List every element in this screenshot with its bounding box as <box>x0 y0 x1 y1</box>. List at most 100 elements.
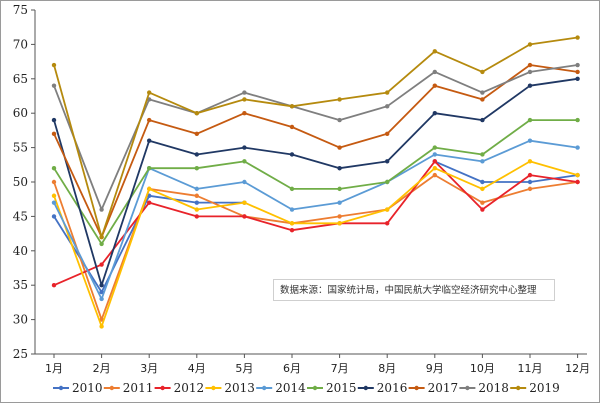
y-tick-label: 70 <box>13 37 28 51</box>
data-point-2019 <box>194 111 199 116</box>
series-2013 <box>51 159 580 329</box>
data-point-2019 <box>575 35 580 40</box>
y-tick-label: 35 <box>13 278 28 292</box>
data-point-2010 <box>51 214 57 219</box>
data-point-2014 <box>337 200 342 205</box>
data-point-2019 <box>99 234 104 240</box>
data-point-2013 <box>147 186 152 192</box>
series-2019 <box>51 35 580 240</box>
data-point-2015 <box>527 117 533 123</box>
data-point-2019 <box>480 69 485 75</box>
data-point-2017 <box>194 131 199 137</box>
legend-marker <box>363 385 368 391</box>
legend-marker <box>414 385 419 391</box>
data-point-2013 <box>242 200 247 205</box>
y-tick-label: 60 <box>13 106 28 120</box>
data-point-2012 <box>575 179 580 185</box>
data-point-2018 <box>432 69 437 75</box>
legend-item-2011: 2011 <box>103 381 153 395</box>
y-tick-label: 30 <box>13 313 28 327</box>
x-tick-label: 1月 <box>45 362 63 375</box>
legend-label: 2018 <box>478 381 509 395</box>
data-point-2010 <box>480 179 485 185</box>
data-point-2016 <box>51 117 57 123</box>
data-point-2012 <box>242 214 247 219</box>
data-point-2015 <box>147 166 152 171</box>
data-point-2011 <box>432 172 437 178</box>
data-point-2013 <box>289 221 295 226</box>
data-point-2019 <box>289 104 295 109</box>
data-point-2015 <box>289 186 295 192</box>
data-point-2013 <box>432 166 437 171</box>
y-tick-label: 75 <box>13 3 28 17</box>
data-point-2014 <box>51 200 57 205</box>
data-point-2015 <box>575 117 580 123</box>
data-point-2016 <box>575 76 580 82</box>
legend-marker <box>516 385 521 391</box>
data-point-2013 <box>575 172 580 178</box>
data-point-2012 <box>385 221 390 226</box>
y-tick-label: 40 <box>13 244 28 258</box>
data-point-2016 <box>99 283 104 288</box>
data-point-2011 <box>527 186 533 192</box>
data-point-2015 <box>194 166 199 171</box>
data-point-2011 <box>51 179 57 185</box>
data-point-2017 <box>147 117 152 123</box>
data-point-2017 <box>51 131 57 137</box>
data-point-2012 <box>480 207 485 212</box>
series-group <box>51 35 580 329</box>
data-point-2018 <box>575 62 580 68</box>
legend-label: 2017 <box>428 381 459 395</box>
legend-marker <box>312 385 318 391</box>
legend-marker <box>211 385 216 391</box>
data-point-2013 <box>99 324 104 329</box>
data-point-2011 <box>194 193 199 198</box>
legend-label: 2012 <box>174 381 205 395</box>
data-point-2010 <box>194 200 199 205</box>
series-2016 <box>51 76 580 288</box>
data-point-2014 <box>289 207 295 212</box>
data-point-2019 <box>242 97 247 102</box>
data-point-2014 <box>194 186 199 192</box>
data-point-2013 <box>337 221 342 226</box>
data-point-2018 <box>99 207 104 212</box>
legend-item-2012: 2012 <box>154 381 205 395</box>
series-line-2016 <box>53 77 578 287</box>
legend-marker <box>58 385 64 391</box>
data-point-2015 <box>432 145 437 150</box>
series-line-2013 <box>53 160 578 328</box>
series-line-2017 <box>53 64 578 238</box>
data-point-2016 <box>194 152 199 157</box>
data-point-2017 <box>575 69 580 75</box>
data-point-2018 <box>337 117 342 123</box>
data-point-2016 <box>289 152 295 157</box>
series-line-2019 <box>53 36 578 238</box>
data-point-2014 <box>480 159 485 164</box>
data-point-2015 <box>385 179 390 185</box>
y-tick-label: 45 <box>13 209 28 223</box>
data-point-2017 <box>480 97 485 102</box>
source-annotation: 数据来源：国家统计局，中国民航大学临空经济研究中心整理 <box>273 279 555 301</box>
x-tick-label: 6月 <box>283 362 301 375</box>
x-tick-label: 12月 <box>565 362 590 375</box>
legend-marker <box>262 385 267 391</box>
data-point-2017 <box>385 131 390 137</box>
data-point-2014 <box>432 152 437 157</box>
data-point-2014 <box>242 179 247 185</box>
x-tick-label: 4月 <box>188 362 206 375</box>
data-point-2012 <box>147 200 152 205</box>
legend-label: 2010 <box>72 381 103 395</box>
data-point-2018 <box>242 90 247 95</box>
data-point-2017 <box>432 83 437 88</box>
data-point-2012 <box>99 262 104 267</box>
data-point-2012 <box>194 214 199 219</box>
x-tick-label: 10月 <box>470 362 495 375</box>
legend-item-2015: 2015 <box>307 381 357 395</box>
x-tick-label: 9月 <box>426 362 444 375</box>
legend-item-2018: 2018 <box>459 381 509 395</box>
data-point-2018 <box>385 104 390 109</box>
data-point-2013 <box>385 207 390 212</box>
data-point-2016 <box>242 145 247 150</box>
